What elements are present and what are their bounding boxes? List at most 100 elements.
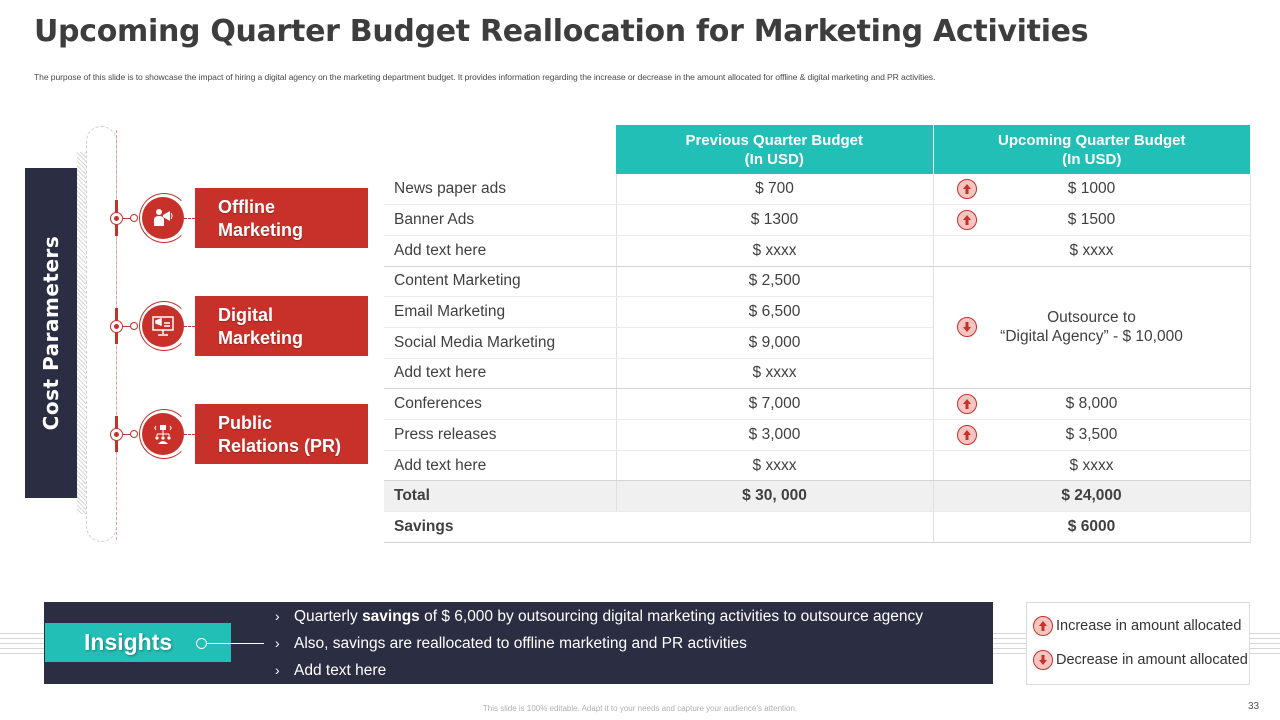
total-upcoming: $ 24,000 bbox=[932, 480, 1251, 513]
footer-note: This slide is 100% editable. Adapt it to… bbox=[482, 704, 798, 713]
row-item: Press releases bbox=[384, 419, 616, 451]
cost-parameters-label: Cost Parameters bbox=[39, 235, 63, 431]
legend-decrease-label: Decrease in amount allocated bbox=[1056, 652, 1248, 668]
increase-arrow-icon bbox=[956, 179, 977, 200]
connector-line bbox=[207, 643, 264, 644]
category-line2: Relations (PR) bbox=[218, 436, 342, 456]
savings-previous-empty bbox=[616, 511, 933, 543]
node-dash bbox=[184, 434, 195, 435]
row-item: Social Media Marketing bbox=[384, 327, 616, 359]
legend: Increase in amount allocated Decrease in… bbox=[1026, 602, 1250, 685]
upcoming-value: $ 8,000 bbox=[1065, 395, 1118, 413]
node-dot bbox=[110, 320, 123, 333]
header-upcoming-quarter: Upcoming Quarter Budget (In USD) bbox=[933, 125, 1250, 174]
upcoming-value: $ 1500 bbox=[1067, 211, 1116, 229]
row-item: Add text here bbox=[384, 235, 616, 267]
node-small-dot bbox=[130, 322, 138, 330]
row-previous: $ 1300 bbox=[615, 204, 933, 236]
increase-arrow-icon bbox=[956, 424, 977, 445]
header-blank bbox=[384, 125, 616, 174]
insight-pre: Quarterly bbox=[294, 608, 363, 625]
row-item: Add text here bbox=[384, 358, 616, 390]
total-label: Total bbox=[384, 480, 616, 513]
upcoming-value: $ 3,500 bbox=[1065, 425, 1118, 443]
megaphone-person-icon bbox=[142, 197, 184, 239]
node-dot bbox=[110, 212, 123, 225]
insight-post: of $ 6,000 by outsourcing digital market… bbox=[419, 608, 923, 625]
row-previous: $ xxxx bbox=[615, 450, 933, 482]
node-dot bbox=[110, 428, 123, 441]
digital-agency-merged-cell: Outsource to “Digital Agency” - $ 10,000 bbox=[932, 266, 1251, 390]
row-upcoming: $ xxxx bbox=[932, 450, 1251, 482]
category-label: Digital Marketing bbox=[195, 296, 368, 356]
table-row: Content Marketing $ 2,500 Outsource to “… bbox=[384, 266, 1251, 390]
legend-increase: Increase in amount allocated bbox=[1033, 616, 1241, 636]
page-subtitle: The purpose of this slide is to showcase… bbox=[34, 72, 936, 82]
row-previous: $ 700 bbox=[615, 174, 933, 206]
node-small-dot bbox=[130, 430, 138, 438]
insight-item: › Also, savings are reallocated to offli… bbox=[275, 632, 923, 659]
node-arc bbox=[139, 409, 189, 459]
row-upcoming: $ 3,500 bbox=[932, 419, 1251, 451]
category-line2: Marketing bbox=[218, 220, 304, 240]
insight-text: Also, savings are reallocated to offline… bbox=[294, 635, 747, 652]
page-number: 33 bbox=[1248, 701, 1260, 712]
row-upcoming: $ 8,000 bbox=[932, 388, 1251, 420]
category-offline-marketing: Offline Marketing bbox=[108, 183, 368, 253]
node-arc bbox=[139, 301, 189, 351]
insight-item: › Quarterly savings of $ 6,000 by outsou… bbox=[275, 605, 923, 632]
row-upcoming: $ 1500 bbox=[932, 204, 1251, 236]
insight-text: Quarterly savings of $ 6,000 by outsourc… bbox=[294, 605, 923, 632]
chevron-right-icon: › bbox=[275, 635, 280, 651]
savings-row: Savings $ 6000 bbox=[384, 511, 1251, 543]
table-row: Add text here $ xxxx $ xxxx bbox=[384, 450, 1251, 482]
category-label: Offline Marketing bbox=[195, 188, 368, 248]
row-item: Email Marketing bbox=[384, 296, 616, 328]
row-previous: $ 6,500 bbox=[615, 296, 933, 328]
chevron-right-icon: › bbox=[275, 662, 280, 678]
decrease-arrow-icon bbox=[1033, 650, 1053, 670]
hatch-decoration bbox=[77, 152, 86, 514]
connector-circle bbox=[196, 638, 207, 649]
legend-decrease: Decrease in amount allocated bbox=[1033, 650, 1248, 670]
row-item: Banner Ads bbox=[384, 204, 616, 236]
table-header-row: Previous Quarter Budget (In USD) Upcomin… bbox=[384, 125, 1250, 174]
legend-increase-label: Increase in amount allocated bbox=[1056, 618, 1242, 634]
row-previous: $ 7,000 bbox=[615, 388, 933, 420]
node-link bbox=[123, 434, 131, 435]
category-digital-marketing: Digital Marketing bbox=[108, 291, 368, 361]
category-line1: Offline bbox=[218, 197, 275, 217]
upcoming-value: $ 1000 bbox=[1067, 180, 1116, 198]
node-link bbox=[123, 326, 131, 327]
node-dot-inner bbox=[113, 323, 119, 329]
merged-line2: “Digital Agency” - $ 10,000 bbox=[1000, 328, 1183, 346]
insight-bold: savings bbox=[362, 608, 420, 625]
table-row: Banner Ads $ 1300 $ 1500 bbox=[384, 204, 1251, 236]
insight-item: › Add text here bbox=[275, 659, 923, 686]
table-row: Email Marketing $ 6,500 bbox=[384, 296, 1250, 328]
header-line1: Previous Quarter Budget bbox=[685, 131, 864, 149]
row-upcoming: $ xxxx bbox=[932, 235, 1251, 267]
row-previous: $ 9,000 bbox=[615, 327, 933, 359]
header-previous-quarter: Previous Quarter Budget (In USD) bbox=[616, 125, 934, 174]
savings-upcoming: $ 6000 bbox=[932, 511, 1251, 543]
header-line2: (In USD) bbox=[1062, 150, 1122, 168]
category-label: Public Relations (PR) bbox=[195, 404, 368, 464]
decrease-arrow-icon bbox=[956, 317, 977, 338]
category-line2: Marketing bbox=[218, 328, 304, 348]
total-row: Total $ 30, 000 $ 24,000 bbox=[384, 480, 1251, 513]
increase-arrow-icon bbox=[956, 210, 977, 231]
pr-network-icon bbox=[142, 413, 184, 455]
category-public-relations: Public Relations (PR) bbox=[108, 399, 368, 469]
row-item: Add text here bbox=[384, 450, 616, 482]
node-dot-inner bbox=[113, 215, 119, 221]
row-previous: $ xxxx bbox=[615, 358, 933, 390]
node-dot-inner bbox=[113, 431, 119, 437]
increase-arrow-icon bbox=[956, 394, 977, 415]
table-row: Add text here $ xxxx $ xxxx bbox=[384, 235, 1251, 267]
increase-arrow-icon bbox=[1033, 616, 1053, 636]
insight-text: Add text here bbox=[294, 662, 387, 679]
insights-list: › Quarterly savings of $ 6,000 by outsou… bbox=[275, 605, 923, 686]
node-dash bbox=[184, 326, 195, 327]
table-row: Press releases $ 3,000 $ 3,500 bbox=[384, 419, 1251, 451]
